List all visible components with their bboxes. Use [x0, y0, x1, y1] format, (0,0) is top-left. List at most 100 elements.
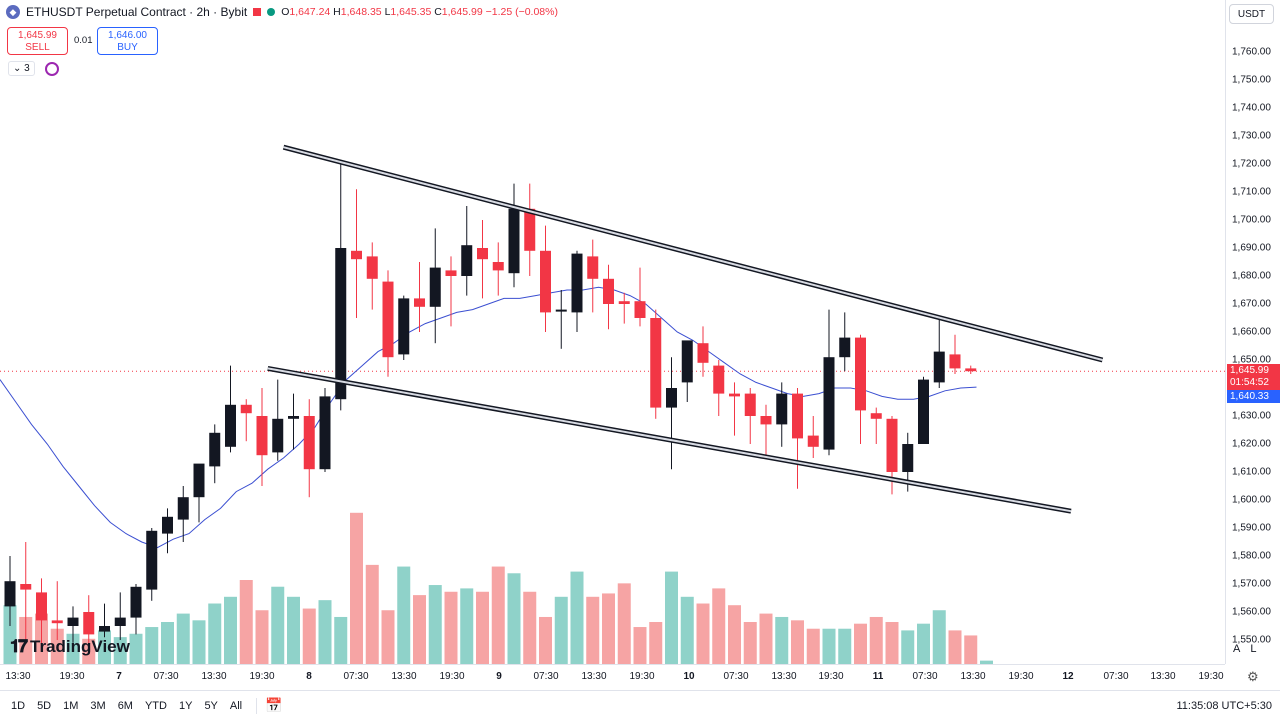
range-button-6m[interactable]: 6M	[117, 699, 133, 712]
time-scale[interactable]: 13:30 19:30 7 07:30 13:30 19:30 8 07:30 13:30 19:…	[0, 664, 1225, 688]
volume-bar	[759, 613, 773, 664]
volume-bar	[932, 610, 946, 664]
ohlc-values: O1,647.24 H1,648.35 L1,645.35 C1,645.99 …	[281, 6, 558, 18]
buy-button[interactable]: 1,646.00 BUY	[97, 27, 158, 55]
candle-body	[839, 337, 851, 358]
volume-bar	[633, 627, 647, 664]
range-button-1y[interactable]: 1Y	[178, 699, 193, 712]
candle-body	[729, 393, 740, 397]
log-scale-button[interactable]: L	[1250, 643, 1257, 655]
calendar-icon[interactable]: 📅	[265, 697, 283, 713]
auto-scale-button[interactable]: A	[1233, 643, 1241, 655]
range-button-5d[interactable]: 5D	[37, 699, 52, 712]
time-tick-label: 13:30	[960, 671, 986, 682]
time-tick-label: 12	[1062, 671, 1074, 682]
sell-price: 1,645.99	[18, 30, 57, 41]
volume-bar	[365, 564, 379, 664]
candle-body	[162, 516, 173, 534]
moving-average-label: 1,640.33	[1227, 390, 1280, 404]
candle-body	[335, 248, 347, 400]
clock[interactable]: 11:35:08 UTC+5:30	[1176, 699, 1273, 712]
volume-bar	[66, 633, 80, 664]
candle-body	[130, 586, 142, 618]
volume-bar	[318, 600, 332, 664]
volume-bar	[980, 660, 993, 664]
candle-body	[83, 612, 95, 635]
ohlc-close: 1,645.99	[441, 6, 483, 18]
symbol-title[interactable]: ETHUSDT Perpetual Contract · 2h · Bybit	[26, 5, 248, 19]
candlestick-chart[interactable]	[0, 0, 1225, 664]
market-closed-icon	[253, 8, 262, 16]
candle-body	[792, 393, 803, 439]
volume-bar	[192, 620, 206, 664]
volume-bar	[476, 591, 489, 664]
candle-body	[461, 245, 473, 276]
volume-bar	[712, 588, 726, 664]
candle-body	[902, 444, 914, 472]
price-tick-label: 1,560.00	[1232, 606, 1271, 618]
price-tick-label: 1,690.00	[1232, 242, 1271, 254]
candle-body	[823, 357, 835, 450]
spread-value: 0.01	[74, 35, 93, 46]
buy-label: BUY	[117, 42, 138, 53]
candle-body	[524, 208, 536, 251]
candle-body	[776, 393, 788, 425]
toolbar-divider	[256, 697, 258, 714]
indicators-toggle-button[interactable]: ⌄ 3	[8, 61, 35, 76]
tradingview-logo-icon: 𝟏𝟕	[10, 636, 28, 656]
time-tick-label: 07:30	[723, 671, 749, 682]
volume-bar	[239, 580, 253, 664]
sell-button[interactable]: 1,645.99 SELL	[7, 27, 68, 55]
ohlc-open: 1,647.24	[289, 6, 331, 18]
sell-label: SELL	[25, 42, 50, 53]
volume-bar	[649, 622, 663, 664]
range-button-ytd[interactable]: YTD	[144, 699, 167, 712]
volume-bar	[586, 596, 600, 664]
candle-body	[4, 581, 16, 607]
volume-bar	[822, 628, 836, 664]
range-button-5y[interactable]: 5Y	[204, 699, 218, 712]
ethereum-icon: ◆	[6, 5, 20, 19]
range-button-1d[interactable]: 1D	[11, 699, 26, 712]
volume-bar	[350, 512, 363, 664]
candle-body	[571, 253, 583, 313]
candle-body	[414, 298, 425, 307]
ohlc-low: 1,645.35	[390, 6, 432, 18]
time-tick-label: 11	[872, 671, 884, 682]
currency-button[interactable]: USDT	[1229, 4, 1274, 24]
candle-body	[492, 262, 504, 271]
candle-body	[918, 379, 929, 444]
candle-body	[807, 435, 819, 447]
candle-body	[587, 256, 599, 279]
gear-icon[interactable]: ⚙	[1247, 669, 1259, 684]
candle-body	[697, 343, 709, 363]
range-button-all[interactable]: All	[229, 699, 243, 712]
time-tick-label: 07:30	[912, 671, 938, 682]
candle-body	[555, 309, 567, 312]
candle-body	[382, 281, 394, 358]
price-scale[interactable]: 1,760.00 1,750.00 1,740.00 1,730.00 1,720.00…	[1225, 0, 1280, 664]
time-tick-label: 13:30	[391, 671, 417, 682]
price-tick-label: 1,590.00	[1232, 522, 1271, 534]
sync-icon[interactable]	[44, 61, 59, 76]
ohlc-close-key: C	[434, 6, 442, 18]
volume-bar	[602, 593, 615, 664]
volume-bar	[334, 616, 348, 664]
range-button-1m[interactable]: 1M	[63, 699, 79, 712]
time-tick-label: 07:30	[533, 671, 559, 682]
price-tick-label: 1,720.00	[1232, 158, 1271, 170]
candle-body	[351, 250, 362, 260]
volume-bar	[617, 583, 631, 664]
range-button-3m[interactable]: 3M	[90, 699, 106, 712]
candle-body	[209, 432, 221, 467]
volume-bar	[948, 630, 962, 664]
volume-bar	[791, 620, 804, 664]
volume-bar	[444, 591, 458, 664]
tradingview-logo-text: TradingView	[30, 636, 130, 656]
chart-pane[interactable]	[0, 0, 1225, 664]
candle-body	[225, 404, 236, 447]
time-tick-label: 19:30	[818, 671, 844, 682]
price-tick-label: 1,660.00	[1232, 326, 1271, 338]
tradingview-logo[interactable]: 𝟏𝟕 TradingView	[10, 636, 130, 657]
price-tick-label: 1,600.00	[1232, 494, 1271, 506]
